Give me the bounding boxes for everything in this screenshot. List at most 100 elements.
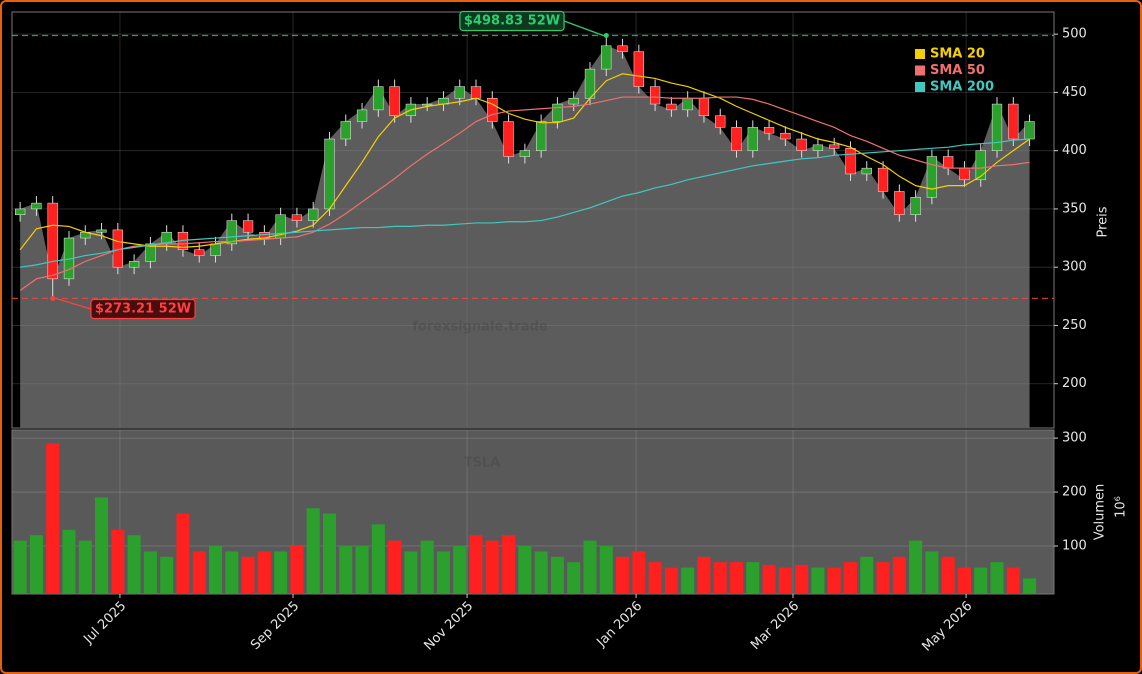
volume-bar [990, 562, 1004, 594]
annotation-arrowhead [603, 33, 609, 39]
volume-bar [160, 556, 174, 594]
watermark: TSLA [464, 456, 501, 471]
candle-body [698, 97, 710, 116]
legend-swatch [915, 82, 925, 92]
candle-body [454, 86, 465, 99]
candle-body [15, 208, 26, 216]
y-axis-unit: 10⁶ [1114, 496, 1129, 518]
volume-bar [909, 540, 923, 594]
candle-body [812, 144, 824, 151]
candle-body [731, 127, 742, 151]
candle-body [145, 243, 156, 262]
candle-body [763, 127, 775, 134]
volume-bar [111, 529, 125, 594]
volume-bar [257, 551, 271, 594]
x-tick-label: Sep 2025 [248, 599, 302, 653]
candle-body [96, 229, 107, 233]
candle-body [829, 144, 840, 149]
candle-body [552, 103, 563, 122]
volume-bar [143, 551, 157, 594]
volume-bar [1023, 578, 1037, 594]
candle-body [682, 97, 693, 111]
volume-bar [339, 545, 353, 594]
candle-body [926, 156, 938, 198]
candle-body [470, 86, 482, 99]
sma-line [19, 96, 1030, 291]
candle-body [373, 86, 384, 111]
candle-body [910, 197, 921, 216]
y-tick-label: 300 [1062, 431, 1087, 446]
candle-body [128, 261, 140, 268]
candle-body [226, 220, 237, 245]
volume-bar [176, 513, 190, 594]
x-tick-label: Nov 2025 [421, 599, 476, 654]
volume-bar [13, 540, 27, 594]
volume-bar [502, 535, 516, 594]
volume-bar [95, 497, 109, 594]
candle-body [389, 86, 400, 116]
y-axis-label: Preis [1096, 206, 1111, 237]
volume-bar [713, 562, 727, 594]
candle-body [308, 208, 319, 221]
volume-bar [371, 524, 385, 594]
candle-body [340, 121, 351, 140]
volume-bar [827, 567, 841, 594]
candle-body [959, 167, 970, 181]
candle-body [666, 103, 677, 111]
candle-body [422, 103, 433, 106]
volume-bar [1006, 567, 1020, 594]
candle-body [487, 97, 498, 122]
candle-body [601, 45, 612, 70]
candle-body [31, 202, 42, 210]
candle-body [780, 132, 791, 140]
y-tick-label: 200 [1062, 376, 1087, 391]
volume-bar [664, 567, 678, 594]
volume-bar [697, 556, 711, 594]
candle-body [861, 167, 872, 175]
volume-bar [778, 567, 792, 594]
volume-bar [485, 540, 499, 594]
volume-bar [453, 545, 467, 594]
volume-bar [322, 513, 336, 594]
volume-bar [681, 567, 695, 594]
candle-body [503, 121, 514, 157]
annotation-arrow [55, 297, 92, 310]
y-axis-label: Volumen [1093, 484, 1108, 541]
legend-swatch [915, 65, 925, 76]
x-tick-label: Jan 2026 [594, 599, 646, 651]
y-tick-label: 300 [1062, 260, 1087, 275]
candle-body [324, 138, 335, 210]
candle-body [975, 150, 986, 181]
volume-bar [795, 564, 809, 594]
candle-body [291, 214, 303, 221]
volume-bar [860, 556, 874, 594]
candle-body [47, 202, 58, 280]
candle-body [1008, 103, 1019, 140]
volume-bar [648, 562, 662, 594]
volume-bar [225, 551, 239, 594]
volume-bar [730, 562, 744, 594]
price-area [20, 45, 1030, 428]
y-tick-label: 450 [1062, 85, 1087, 100]
volume-bar [62, 529, 76, 594]
x-tick-label: Jul 2025 [81, 599, 130, 648]
candle-body [747, 127, 758, 151]
volume-bar [355, 545, 369, 594]
volume-bar [567, 562, 581, 594]
candle-body [894, 191, 905, 216]
y-tick-label: 500 [1062, 27, 1087, 42]
watermark: forexsignale.trade [412, 320, 548, 335]
annotation-label: $498.83 52W [464, 14, 560, 29]
volume-bar [241, 556, 255, 594]
volume-bar [583, 540, 597, 594]
volume-bar [616, 556, 630, 594]
legend-label: SMA 200 [930, 80, 994, 95]
volume-bar [209, 545, 223, 594]
candle-body [991, 103, 1003, 151]
volume-bar [843, 562, 857, 594]
volume-bar [876, 562, 890, 594]
volume-bar [518, 545, 532, 594]
volume-bar [599, 545, 613, 594]
candle-body [877, 167, 889, 192]
